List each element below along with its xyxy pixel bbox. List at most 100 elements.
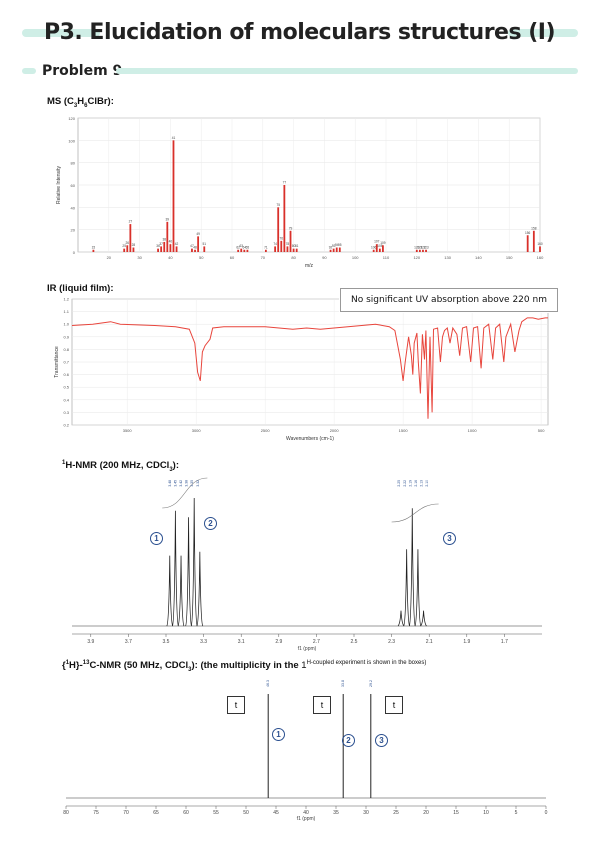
hnmr-peak-label: 3.45: [173, 480, 177, 487]
ms-peak-label: 95: [338, 243, 342, 247]
problem-decoration-right: [116, 68, 578, 74]
hnmr-xtick-label: 3.1: [238, 639, 245, 645]
hnmr-xtick-label: 1.9: [463, 639, 470, 645]
ir-xtick-label: 2000: [330, 428, 340, 433]
ms-peak-label: 28: [132, 243, 136, 247]
hnmr-peak: [190, 497, 198, 627]
cnmr-xtick-label: 20: [423, 810, 429, 816]
ir-xtick-label: 1000: [468, 428, 478, 433]
cnmr-xtick-label: 80: [63, 810, 69, 816]
ms-spectrum: 0 20 40 60 80 100 120 20 30 40 50 60 70 80 90 100 110 120…: [56, 116, 544, 269]
ms-xtick-label: 90: [322, 255, 327, 260]
ms-xaxis-title: m/z: [305, 263, 314, 269]
ms-peak-bar: [240, 248, 243, 252]
cnmr-xtick-label: 30: [363, 810, 369, 816]
ms-ytick-label: 40: [71, 205, 76, 210]
ms-peak-bar: [169, 244, 172, 252]
hnmr-xtick-label: 2.7: [313, 639, 320, 645]
ms-peak-label: 42: [175, 242, 179, 246]
ms-peak-bar: [237, 249, 240, 252]
ir-ytick-label: 0.3: [63, 410, 69, 415]
ms-peak-label: 79: [289, 226, 293, 230]
ir-ytick-label: 1.2: [63, 297, 69, 302]
ms-peak-label: 63: [239, 244, 243, 248]
ms-xtick-label: 70: [261, 255, 266, 260]
hnmr-peak-label: 2.16: [414, 480, 418, 487]
hnmr-integral-curve: [162, 477, 208, 509]
ms-peak-bar: [292, 248, 295, 252]
ms-peak-label: 25: [122, 244, 126, 248]
ms-peak-label: 108: [377, 244, 383, 248]
ms-peak-bar: [277, 207, 280, 252]
ms-peak-label: 77: [283, 181, 287, 185]
ms-peak-label: 47: [190, 244, 194, 248]
ms-peak-label: 36: [156, 244, 160, 248]
hnmr-peak-label: 2.25: [397, 480, 401, 487]
ms-ytick-label: 120: [68, 116, 75, 121]
ms-peak-bar: [172, 140, 175, 252]
ms-xtick-label: 160: [537, 255, 544, 260]
ms-peak-label: 92: [329, 245, 333, 249]
ms-peak-bar: [274, 246, 277, 252]
title-decoration-right: [508, 29, 578, 37]
hnmr-peak: [185, 517, 192, 627]
cnmr-label: {1H}-13C-NMR (50 MHz, CDCl3): (the multi…: [62, 660, 427, 674]
ms-peak-label: 39: [166, 217, 170, 221]
cnmr-signal-3: 3: [375, 734, 388, 747]
ms-peak-label: 41: [172, 136, 176, 140]
ms-ytick-label: 80: [71, 161, 76, 166]
multiplicity-box-3: t: [385, 696, 403, 714]
ms-peak-label: 106: [371, 245, 377, 249]
cnmr-signal-2: 2: [342, 734, 355, 747]
ms-ytick-label: 0: [73, 250, 76, 255]
ms-peak-bar: [425, 249, 427, 252]
ir-xtick-label: 3500: [123, 428, 133, 433]
cnmr-xtick-label: 70: [123, 810, 129, 816]
hnmr-peak: [420, 610, 427, 627]
ms-xtick-label: 120: [413, 255, 420, 260]
ms-xtick-label: 130: [444, 255, 451, 260]
hnmr-peak: [397, 610, 405, 627]
ms-ytick-label: 20: [71, 228, 76, 233]
ir-yaxis-title: Transmittance: [54, 346, 60, 378]
ms-peak-label: 27: [129, 220, 133, 224]
ms-peak-label: 51: [203, 242, 207, 246]
ms-peak-bar: [332, 248, 335, 252]
ms-peak-bar: [92, 249, 95, 252]
hnmr-peak-label: 3.42: [179, 480, 183, 487]
ir-xtick-label: 1500: [399, 428, 409, 433]
hnmr-peak-label: 2.22: [403, 480, 407, 487]
ms-peak-bar: [194, 249, 196, 252]
hnmr-peak: [196, 551, 204, 627]
ms-peak-label: 122: [420, 245, 426, 249]
ms-peak-label: 120: [414, 245, 420, 249]
ms-peak-label: 94: [335, 243, 339, 247]
ir-ytick-label: 0.9: [63, 334, 69, 339]
ms-peak-label: 76: [280, 236, 284, 240]
ms-peak-bar: [191, 248, 193, 252]
ir-ytick-label: 1.0: [63, 322, 69, 327]
hnmr-peak: [408, 508, 416, 627]
ir-spectrum: 0.2 0.3 0.4 0.5 0.6 0.7 0.8 0.9 1.0 1.1 1.2 3500 300…: [54, 297, 549, 442]
cnmr-axis-title: f1 (ppm): [297, 816, 316, 822]
ms-xtick-label: 20: [107, 255, 112, 260]
ms-peak-label: 80: [292, 244, 296, 248]
ms-peak-bar: [532, 230, 535, 252]
ms-peak-label: 65: [246, 245, 250, 249]
cnmr-xtick-label: 15: [453, 810, 459, 816]
ir-ytick-label: 1.1: [63, 309, 69, 314]
ms-peak-bar: [286, 246, 289, 252]
ms-peak-label: 74: [273, 242, 277, 246]
hnmr-xtick-label: 2.3: [388, 639, 395, 645]
ms-peak-bar: [378, 248, 381, 252]
ms-peak-bar: [295, 248, 298, 252]
ms-peak-bar: [246, 249, 249, 252]
ms-peak-bar: [126, 245, 129, 252]
ms-peak-label: 93: [332, 244, 336, 248]
ms-xtick-label: 50: [199, 255, 204, 260]
hnmr-xtick-label: 3.5: [163, 639, 170, 645]
ms-label: MS (C3H6ClBr):: [47, 96, 114, 109]
hnmr-peak: [414, 549, 422, 627]
hnmr-peak-label: 2.13: [420, 480, 424, 487]
uv-note: No significant UV absorption above 220 n…: [340, 288, 558, 312]
